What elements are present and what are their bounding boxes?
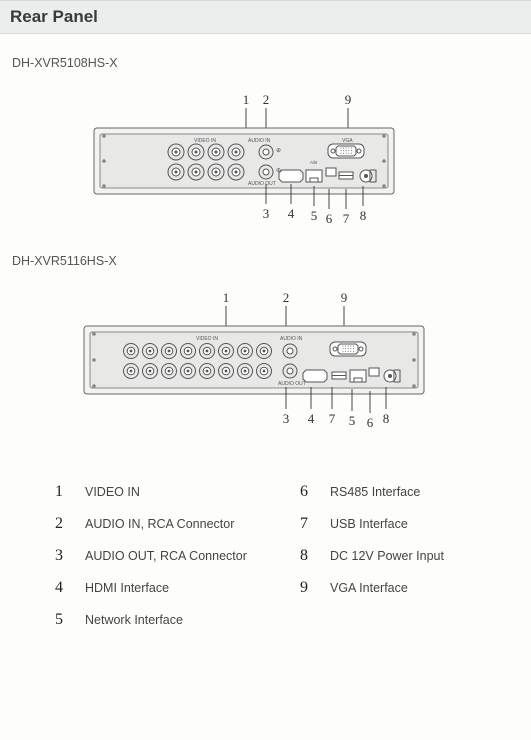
legend-number: 4: [55, 579, 85, 597]
legend-table: 1VIDEO IN6RS485 Interface2AUDIO IN, RCA …: [55, 483, 531, 629]
svg-text:6: 6: [325, 211, 332, 226]
svg-text:7: 7: [328, 411, 335, 426]
legend-text: HDMI Interface: [85, 581, 169, 595]
legend-text: USB Interface: [330, 517, 408, 531]
svg-text:4: 4: [287, 206, 294, 221]
legend-cell: 4HDMI Interface: [55, 579, 300, 597]
svg-text:6: 6: [366, 415, 373, 430]
legend-number: 1: [55, 483, 85, 501]
legend-row: 1VIDEO IN6RS485 Interface: [55, 483, 531, 501]
legend-cell: 2AUDIO IN, RCA Connector: [55, 515, 300, 533]
svg-text:5: 5: [348, 413, 355, 428]
svg-text:8: 8: [382, 411, 389, 426]
model-label-2: DH-XVR5116HS-X: [12, 254, 531, 268]
legend-text: Network Interface: [85, 613, 183, 627]
legend-number: 8: [300, 547, 330, 565]
legend-number: 2: [55, 515, 85, 533]
svg-text:3: 3: [282, 411, 289, 426]
legend-cell: 8DC 12V Power Input: [300, 547, 500, 565]
svg-text:VIDEO IN: VIDEO IN: [196, 336, 218, 342]
legend-cell: 3AUDIO OUT, RCA Connector: [55, 547, 300, 565]
legend-text: VIDEO IN: [85, 485, 140, 499]
svg-text:9: 9: [344, 92, 351, 107]
svg-text:9: 9: [340, 290, 347, 305]
legend-number: 6: [300, 483, 330, 501]
svg-text:VIDEO IN: VIDEO IN: [194, 138, 216, 144]
svg-text:1: 1: [222, 290, 229, 305]
legend-number: 3: [55, 547, 85, 565]
svg-text:AUDIO IN: AUDIO IN: [280, 336, 303, 342]
rear-panel-8ch-svg: 129 VIDEO IN AUDIO IN AUDIO OUT VGA A/B …: [66, 80, 466, 240]
legend-number: 5: [55, 611, 85, 629]
svg-text:2: 2: [282, 290, 289, 305]
legend-text: RS485 Interface: [330, 485, 420, 499]
legend-cell: 5Network Interface: [55, 611, 300, 629]
legend-row: 2AUDIO IN, RCA Connector7USB Interface: [55, 515, 531, 533]
svg-text:4: 4: [307, 411, 314, 426]
svg-text:8: 8: [359, 208, 366, 223]
legend-row: 5Network Interface: [55, 611, 531, 629]
svg-text:A/B: A/B: [310, 160, 317, 165]
legend-text: AUDIO IN, RCA Connector: [85, 517, 234, 531]
svg-text:1: 1: [242, 92, 249, 107]
section-header: Rear Panel: [0, 0, 531, 34]
rear-panel-16ch-svg: 1 2 9 VIDEO IN AUDIO IN AUDIO OUT: [56, 278, 476, 443]
legend-cell: 6RS485 Interface: [300, 483, 500, 501]
svg-text:AUDIO IN: AUDIO IN: [248, 138, 271, 144]
legend-cell: 7USB Interface: [300, 515, 500, 533]
model-label-1: DH-XVR5108HS-X: [12, 56, 531, 70]
legend-text: DC 12V Power Input: [330, 549, 444, 563]
legend-number: 9: [300, 579, 330, 597]
svg-text:AUDIO OUT: AUDIO OUT: [278, 381, 306, 387]
section-title: Rear Panel: [10, 7, 521, 27]
svg-text:5: 5: [310, 208, 317, 223]
legend-cell: 1VIDEO IN: [55, 483, 300, 501]
legend-text: AUDIO OUT, RCA Connector: [85, 549, 247, 563]
svg-text:3: 3: [262, 206, 269, 221]
panel-diagram-5116: 1 2 9 VIDEO IN AUDIO IN AUDIO OUT: [0, 278, 531, 443]
svg-text:AUDIO OUT: AUDIO OUT: [248, 181, 276, 187]
legend-row: 4HDMI Interface9VGA Interface: [55, 579, 531, 597]
legend-number: 7: [300, 515, 330, 533]
svg-text:7: 7: [342, 211, 349, 226]
svg-text:VGA: VGA: [342, 138, 353, 144]
svg-text:2: 2: [262, 92, 269, 107]
legend-cell: 9VGA Interface: [300, 579, 500, 597]
svg-text:⊕: ⊕: [276, 148, 281, 154]
legend-text: VGA Interface: [330, 581, 408, 595]
panel-diagram-5108: 129 VIDEO IN AUDIO IN AUDIO OUT VGA A/B …: [0, 80, 531, 240]
legend-row: 3AUDIO OUT, RCA Connector8DC 12V Power I…: [55, 547, 531, 565]
